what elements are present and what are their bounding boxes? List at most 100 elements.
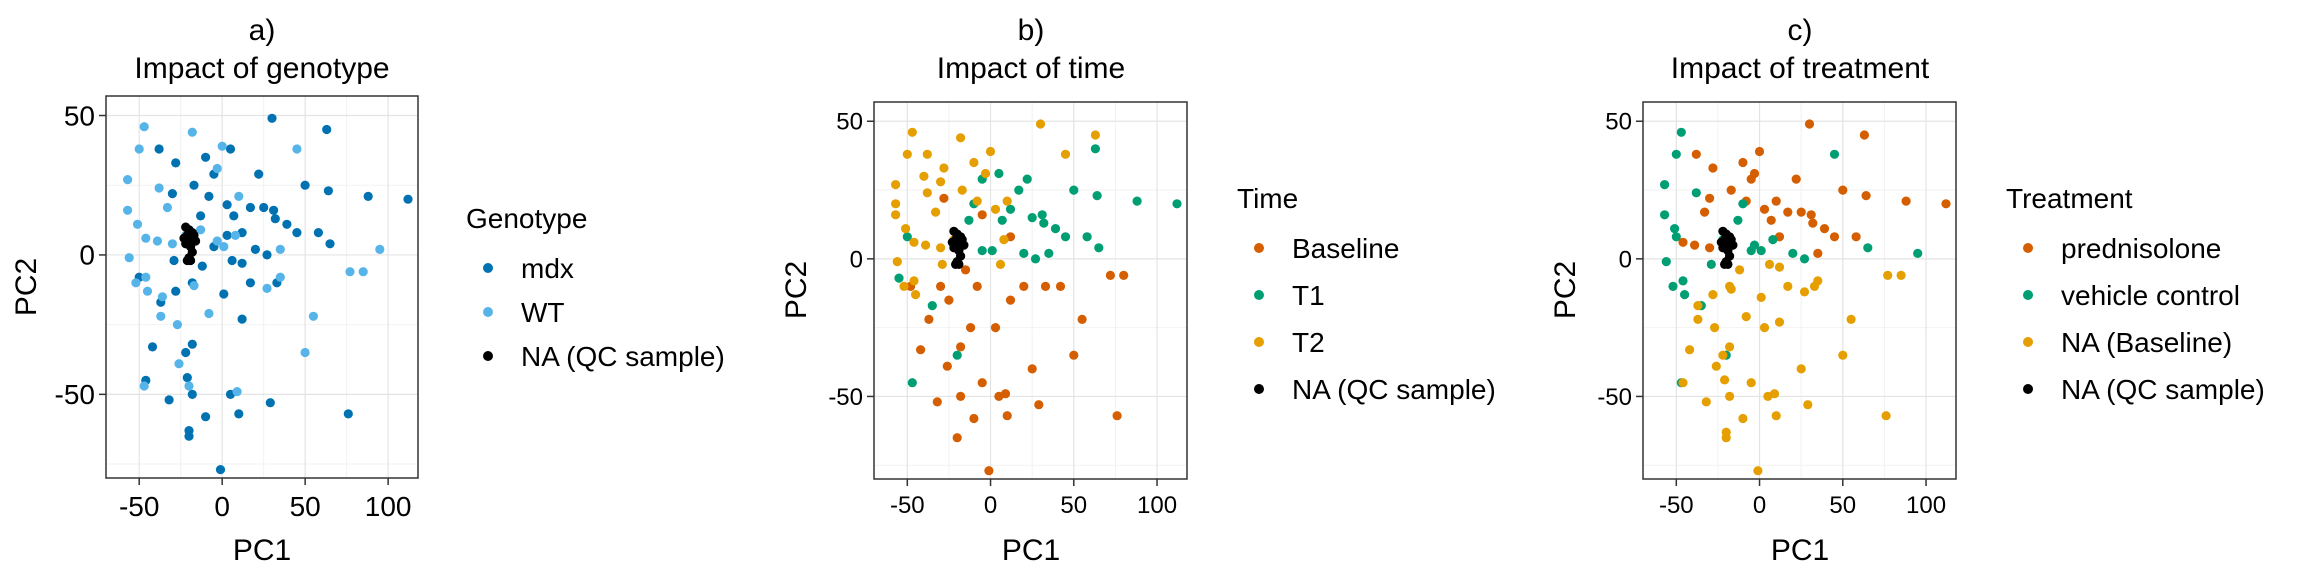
panel-c-point-prednisolone (1766, 215, 1776, 225)
panel-c-point-prednisolone (1708, 163, 1718, 173)
panel-c-title: Impact of treatment (1671, 52, 1930, 85)
panel-b-point-baseline (1019, 281, 1029, 291)
panel-c-point-prednisolone (1691, 149, 1701, 159)
panel-a-point-mdx (403, 194, 413, 204)
panel-a-point-mdx (189, 180, 199, 190)
panel-b-x-ticks: -50 0 50 100 (890, 479, 1177, 519)
panel-b-point-baseline (977, 378, 987, 388)
panel-a-point-mdx (227, 255, 237, 266)
panel-c-point-na-baseline (1735, 265, 1745, 275)
panel-c-point-na-baseline (1799, 287, 1810, 297)
panel-b-point-t1 (1172, 199, 1182, 209)
panel-c-point-vehicle-control (1738, 199, 1748, 209)
panel-b-legend-label: Baseline (1292, 233, 1399, 264)
panel-a-point-mdx (196, 211, 206, 221)
panel-b-point-baseline (939, 193, 949, 203)
panel-c-point-na-baseline (1759, 323, 1770, 333)
panel-b-point-t2 (922, 188, 932, 198)
panel-c-point-na-baseline (1718, 350, 1728, 360)
panel-a-point-mdx (363, 191, 373, 201)
panel-b-point-t1 (994, 168, 1004, 179)
panel-b-point-t1 (1005, 204, 1016, 214)
panel-a-point-mdx (187, 389, 197, 399)
panel-c-point-na-baseline (1725, 342, 1735, 352)
panel-c-points (1660, 119, 1951, 476)
panel-c-point-vehicle-control (1670, 224, 1680, 234)
panel-b-point-t2 (1002, 196, 1012, 206)
panel-b-point-t1 (964, 215, 974, 225)
panel-a-title: Impact of genotype (134, 52, 389, 85)
panel-a-plot-area (106, 96, 418, 478)
panel-b-x-tick-label: -50 (890, 492, 925, 519)
panel-b-legend-key (1254, 290, 1264, 300)
panel-b-x-axis-label: PC1 (1002, 534, 1060, 567)
panel-a-point-mdx (282, 219, 292, 229)
panel-b-legend-label: T2 (1292, 327, 1325, 358)
panel-c-x-tick-label: -50 (1659, 492, 1694, 519)
panel-b-point-t2 (956, 133, 966, 143)
panel-a-point-mdx (201, 412, 211, 422)
panel-c-x-axis-label: PC1 (1771, 534, 1829, 567)
panel-b-point-t2 (1060, 149, 1071, 159)
panel-b-legend-label: T1 (1292, 280, 1325, 311)
panel-a-point-mdx (167, 189, 177, 199)
panel-c-point-vehicle-control (1863, 243, 1873, 253)
panel-a-points (123, 113, 413, 475)
panel-b-legend-key (1254, 337, 1264, 347)
panel-c-y-ticks: -50 0 50 (1597, 109, 1643, 411)
panel-b: b) Impact of time -50 0 50 100 -50 0 50 PC1 P… (780, 14, 1496, 567)
panel-b-legend-key (1254, 384, 1264, 394)
panel-b-point-t1 (1094, 243, 1104, 253)
panel-c-point-vehicle-control (1756, 246, 1766, 256)
panel-a-point-wt (308, 311, 318, 321)
panel-a-point-mdx (237, 258, 247, 268)
panel-c-point-prednisolone (1796, 207, 1806, 217)
panel-b-x-tick-label: 100 (1137, 492, 1177, 519)
panel-b-point-t2 (936, 177, 946, 187)
panel-a-point-wt (157, 292, 167, 302)
panel-a-legend-key (483, 351, 493, 361)
panel-c-point-na-baseline (1846, 314, 1856, 324)
panel-c-y-axis-label: PC2 (1549, 261, 1582, 319)
panel-b-y-tick-label: -50 (828, 384, 863, 411)
panel-b-point-t2 (995, 259, 1006, 269)
panel-a-point-mdx (187, 339, 197, 349)
panel-a-point-wt (230, 230, 240, 240)
panel-c-legend-label: NA (Baseline) (2061, 327, 2232, 358)
panel-a-x-tick-label: 50 (290, 491, 321, 522)
panel-c-point-na-baseline (1813, 276, 1823, 286)
panel-a-legend-label: WT (521, 297, 565, 328)
panel-a-point-wt (189, 281, 199, 291)
panel-a-point-mdx (215, 465, 226, 475)
panel-c-plot-area (1643, 102, 1956, 479)
panel-c-legend-label: prednisolone (2061, 233, 2221, 264)
panel-c-point-prednisolone (1678, 237, 1688, 247)
panel-b-point-baseline (990, 323, 1001, 333)
panel-a-y-tick-label: 0 (79, 240, 95, 271)
panel-a-y-tick-label: 50 (64, 100, 95, 131)
panel-a-point-wt (212, 163, 222, 174)
panel-c-point-na-baseline (1764, 259, 1775, 269)
panel-a-plot-border (105, 95, 419, 479)
panel-c-y-tick-label: 50 (1605, 109, 1632, 136)
panel-b-point-t2 (980, 168, 991, 179)
panel-a-legend-key (483, 307, 493, 317)
panel-c-point-prednisolone (1746, 174, 1756, 184)
panel-c-point-vehicle-control (1829, 149, 1840, 159)
panel-b-point-t2 (1035, 119, 1046, 129)
panel-c-point-vehicle-control (1660, 180, 1670, 190)
panel-b-point-t2 (922, 149, 932, 159)
panel-c-point-vehicle-control (1788, 248, 1798, 258)
panel-b-point-baseline (936, 281, 946, 291)
panel-c-point-na-baseline (1693, 314, 1703, 324)
panel-a-point-mdx (222, 230, 232, 240)
panel-c-point-vehicle-control (1668, 281, 1678, 291)
panel-a-point-wt (124, 253, 134, 263)
panel-a-point-mdx (184, 431, 194, 441)
panel-c: c) Impact of treatment -50 0 50 100 -50050 … (1549, 14, 2265, 567)
panel-c-legend-key (2023, 243, 2033, 253)
panel-b-point-t2 (919, 171, 929, 181)
panel-a-point-mdx (201, 152, 211, 162)
panel-b-point-baseline (956, 342, 966, 352)
